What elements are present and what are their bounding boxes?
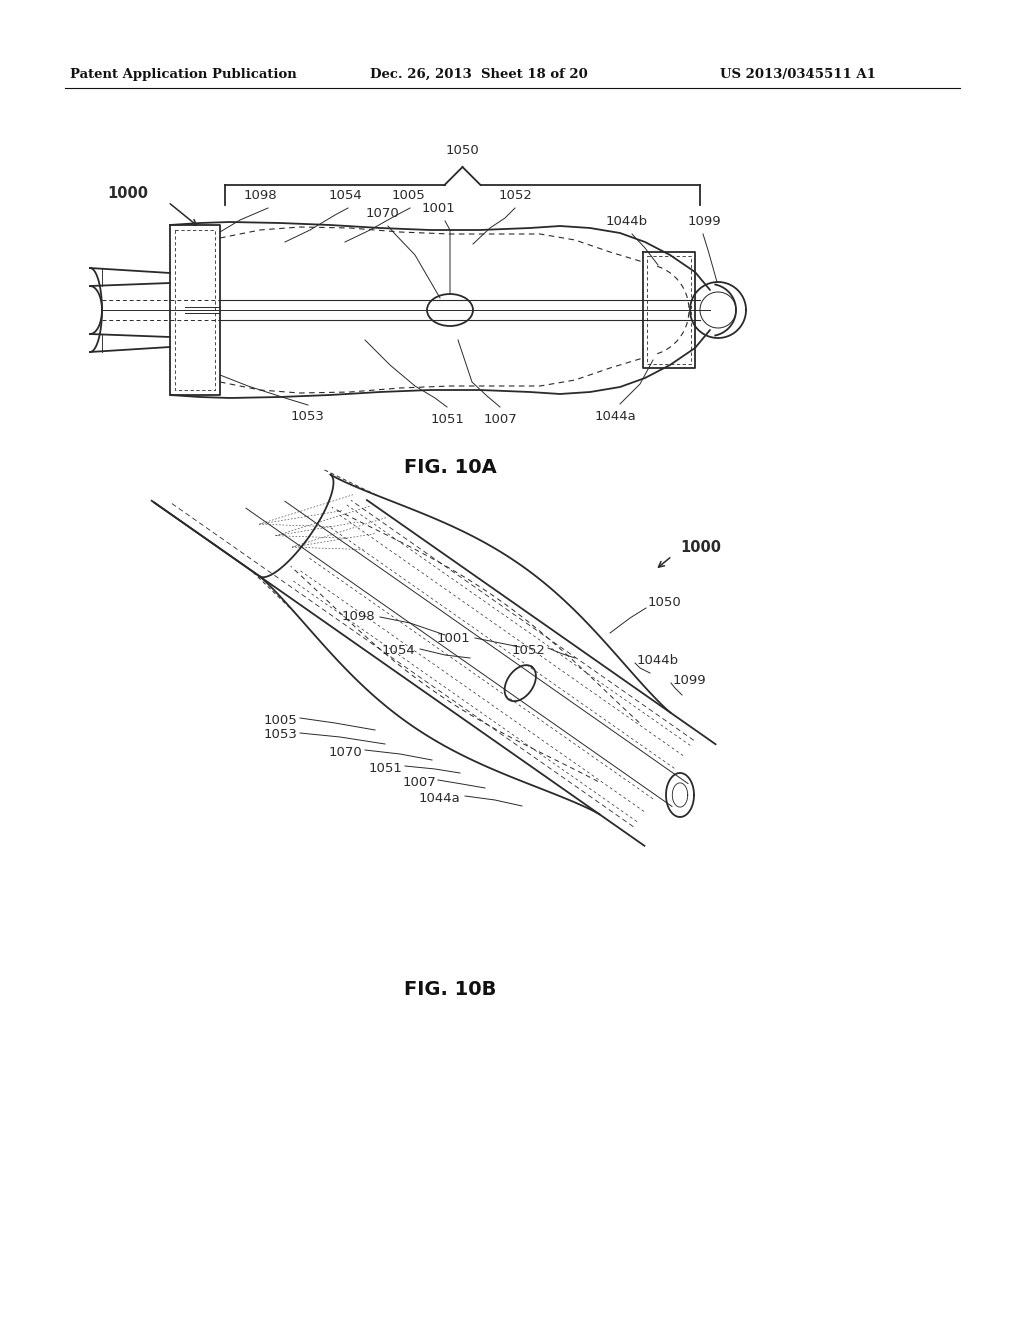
Text: FIG. 10A: FIG. 10A <box>403 458 497 477</box>
Text: 1070: 1070 <box>329 746 362 759</box>
Text: 1054: 1054 <box>328 189 361 202</box>
Text: 1052: 1052 <box>511 644 545 656</box>
Text: US 2013/0345511 A1: US 2013/0345511 A1 <box>720 69 876 81</box>
Text: 1005: 1005 <box>391 189 425 202</box>
Text: 1001: 1001 <box>436 631 470 644</box>
Text: 1099: 1099 <box>673 673 707 686</box>
Text: FIG. 10B: FIG. 10B <box>403 979 497 999</box>
Text: 1044b: 1044b <box>637 653 679 667</box>
Text: 1001: 1001 <box>421 202 455 215</box>
Text: 1098: 1098 <box>243 189 276 202</box>
Text: 1044a: 1044a <box>418 792 460 804</box>
Text: 1007: 1007 <box>402 776 436 788</box>
Text: 1005: 1005 <box>263 714 297 726</box>
Text: 1000: 1000 <box>680 540 721 556</box>
Text: 1000: 1000 <box>106 186 148 201</box>
Text: 1052: 1052 <box>498 189 531 202</box>
Text: 1099: 1099 <box>687 215 721 228</box>
Text: 1007: 1007 <box>483 413 517 426</box>
Text: 1044b: 1044b <box>606 215 648 228</box>
Text: 1051: 1051 <box>430 413 464 426</box>
Text: 1053: 1053 <box>263 729 297 742</box>
Text: 1051: 1051 <box>368 762 402 775</box>
Text: 1044a: 1044a <box>594 411 636 422</box>
Text: 1053: 1053 <box>291 411 325 422</box>
Text: 1098: 1098 <box>341 610 375 623</box>
Text: 1050: 1050 <box>445 144 479 157</box>
Text: 1070: 1070 <box>366 207 399 220</box>
Text: Dec. 26, 2013  Sheet 18 of 20: Dec. 26, 2013 Sheet 18 of 20 <box>370 69 588 81</box>
Text: 1050: 1050 <box>648 597 682 610</box>
Text: 1054: 1054 <box>381 644 415 657</box>
Text: Patent Application Publication: Patent Application Publication <box>70 69 297 81</box>
